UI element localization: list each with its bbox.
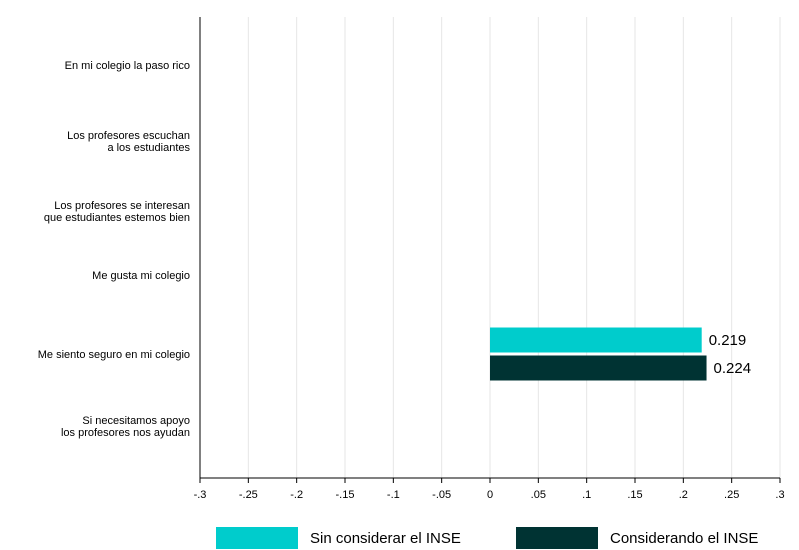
category-label: los profesores nos ayudan — [61, 427, 190, 439]
legend-label: Considerando el INSE — [610, 530, 758, 547]
x-tick-label: .25 — [724, 489, 739, 501]
data-labels: 0.219 0.224 — [709, 332, 751, 377]
bars — [490, 327, 707, 381]
x-ticks: -.3 -.25 -.2 -.15 -.1 -.05 0 .05 .1 .15 .2 .25 .3 — [194, 478, 785, 501]
category-label: Los profesores se interesan — [54, 200, 190, 212]
category-label: Me gusta mi colegio — [92, 270, 190, 282]
x-tick-label: .2 — [679, 489, 688, 501]
bar — [490, 355, 707, 381]
gridlines — [247, 17, 781, 478]
data-label: 0.219 — [709, 332, 747, 349]
x-tick-label: -.15 — [336, 489, 355, 501]
category-label: a los estudiantes — [107, 142, 190, 154]
bar — [490, 327, 702, 353]
x-tick-label: .1 — [582, 489, 591, 501]
legend-label: Sin considerar el INSE — [310, 530, 461, 547]
category-label: que estudiantes estemos bien — [44, 212, 190, 224]
x-tick-label: -.2 — [290, 489, 303, 501]
x-tick-label: 0 — [487, 489, 493, 501]
category-label: Si necesitamos apoyo — [82, 415, 190, 427]
x-tick-label: .15 — [627, 489, 642, 501]
x-tick-label: -.1 — [387, 489, 400, 501]
x-tick-label: -.25 — [239, 489, 258, 501]
x-tick-label: -.3 — [194, 489, 207, 501]
x-tick-label: .3 — [775, 489, 784, 501]
data-label: 0.224 — [714, 360, 752, 377]
x-tick-label: -.05 — [432, 489, 451, 501]
category-label: Me siento seguro en mi colegio — [38, 349, 190, 361]
legend: Sin considerar el INSE Considerando el IN… — [216, 527, 758, 549]
x-tick-label: .05 — [531, 489, 546, 501]
category-label: En mi colegio la paso rico — [65, 60, 190, 72]
legend-swatch — [216, 527, 298, 549]
category-label: Los profesores escuchan — [67, 130, 190, 142]
category-labels: En mi colegio la paso rico Los profesores… — [38, 60, 191, 439]
legend-swatch — [516, 527, 598, 549]
